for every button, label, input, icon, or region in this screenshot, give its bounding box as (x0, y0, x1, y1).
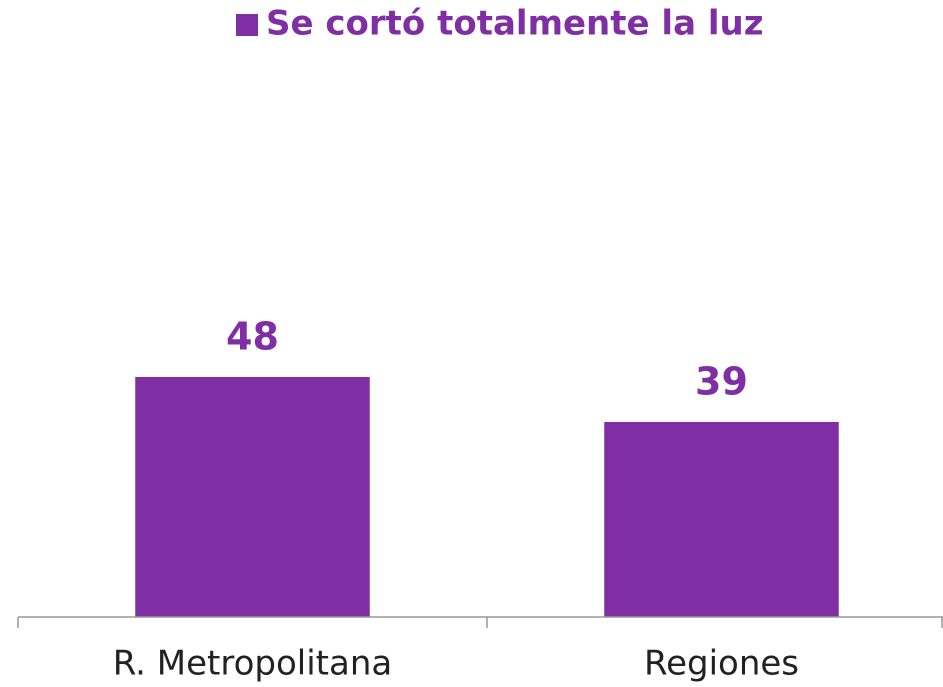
legend-label: Se cortó totalmente la luz (266, 4, 764, 44)
value-label: 39 (695, 360, 748, 404)
x-tick-label: Regiones (644, 644, 799, 684)
value-label: 48 (226, 315, 279, 359)
legend: Se cortó totalmente la luz (236, 4, 764, 44)
x-tick-label: R. Metropolitana (113, 644, 392, 684)
bar (604, 422, 839, 617)
legend-swatch (236, 14, 258, 36)
bar (135, 377, 370, 617)
